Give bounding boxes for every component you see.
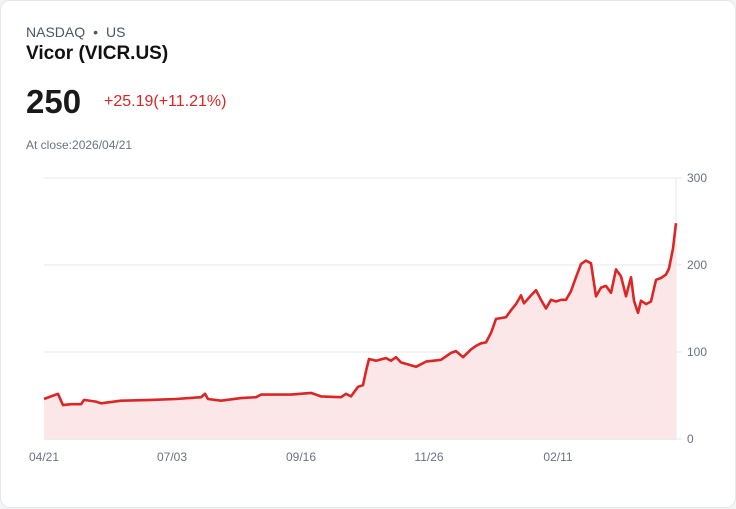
exchange-label: NASDAQ — [26, 24, 86, 40]
price-area — [44, 223, 676, 439]
y-tick-label: 0 — [687, 432, 694, 446]
y-tick-label: 300 — [687, 171, 707, 185]
region-label: US — [106, 24, 126, 40]
close-date: At close:2026/04/21 — [26, 138, 133, 152]
y-tick-label: 200 — [687, 258, 707, 272]
x-tick-label: 07/03 — [157, 450, 187, 464]
x-tick-label: 02/11 — [543, 450, 572, 464]
x-tick-label: 04/21 — [29, 450, 59, 464]
current-price: 250 — [26, 83, 82, 120]
y-axis: 0 100 200 300 — [687, 171, 707, 446]
price-change: +25.19(+11.21%) — [104, 93, 227, 110]
x-tick-label: 09/16 — [286, 450, 316, 464]
stock-name: Vicor (VICR.US) — [26, 43, 169, 64]
exchange-line: NASDAQ • US — [26, 24, 125, 40]
x-axis: 04/21 07/03 09/16 11/26 02/11 — [29, 450, 573, 464]
price-line — [43, 223, 678, 407]
y-tick-label: 100 — [687, 345, 707, 359]
x-tick-label: 11/26 — [414, 450, 443, 464]
separator-dot: • — [93, 24, 99, 40]
